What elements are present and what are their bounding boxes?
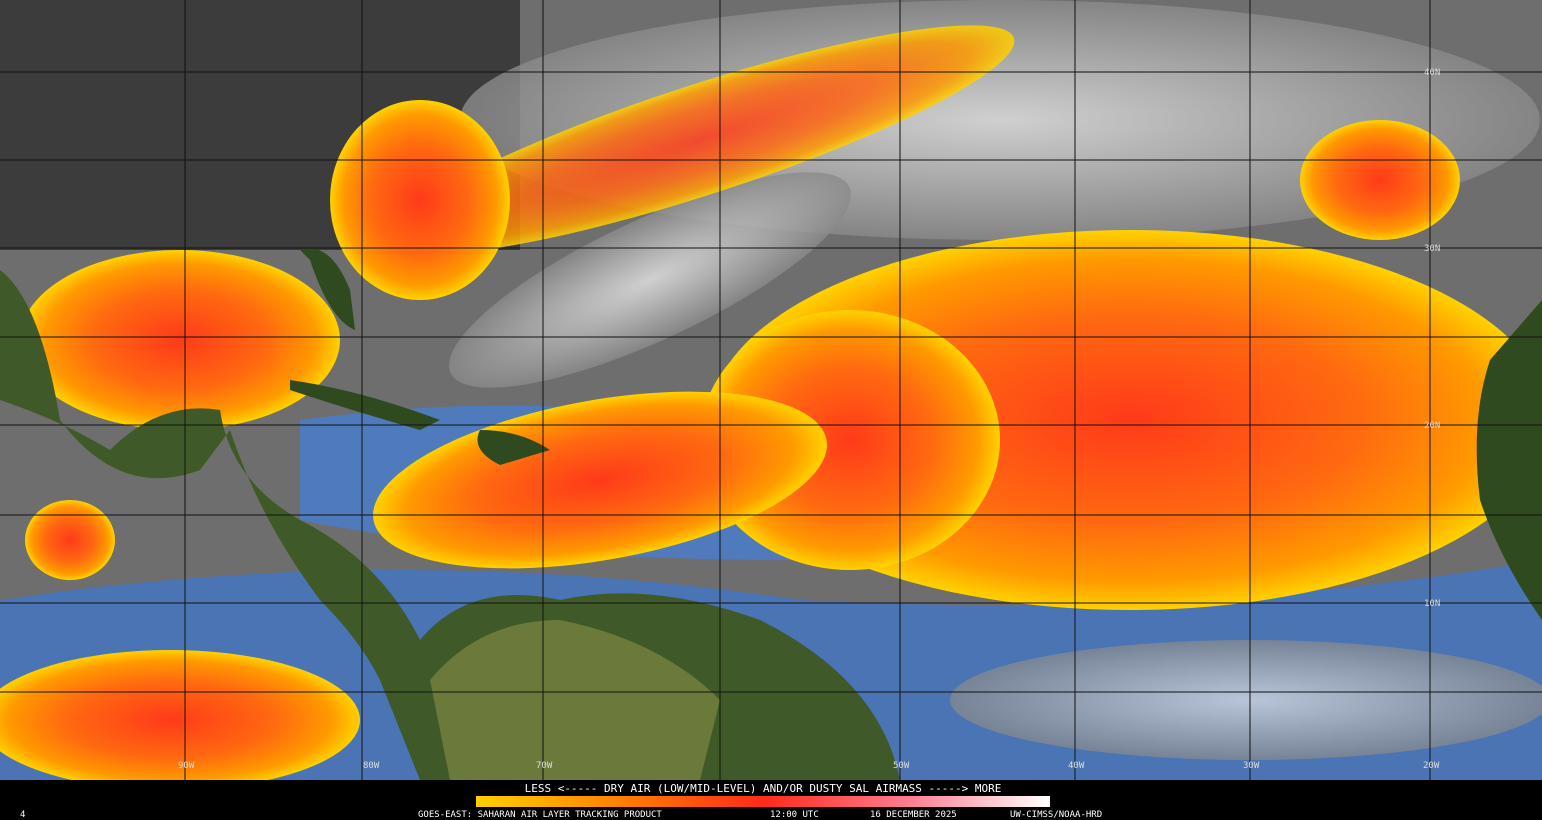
footer-date: 16 DECEMBER 2025: [870, 810, 957, 820]
lat-labels: 40N 30N 20N 10N: [1424, 68, 1440, 609]
lat-label: 30N: [1424, 244, 1440, 254]
imagery: [0, 0, 1542, 790]
lon-labels: 90W 80W 70W 50W 40W 30W 20W: [178, 761, 1440, 771]
lon-label: 70W: [536, 761, 553, 771]
lon-label: 90W: [178, 761, 195, 771]
lon-label: 30W: [1243, 761, 1260, 771]
footer-credit: UW-CIMSS/NOAA-HRD: [1010, 810, 1102, 820]
lon-label: 40W: [1068, 761, 1085, 771]
footer-product: GOES-EAST: SAHARAN AIR LAYER TRACKING PR…: [418, 810, 662, 820]
colorbar: [476, 796, 1050, 807]
graticule: [0, 0, 1542, 780]
lon-label: 50W: [893, 761, 910, 771]
lat-label: 40N: [1424, 68, 1440, 78]
frame-number: 4: [20, 810, 25, 820]
footer-time: 12:00 UTC: [770, 810, 819, 820]
lon-label: 80W: [363, 761, 380, 771]
colorbar-caption: LESS <----- DRY AIR (LOW/MID-LEVEL) AND/…: [525, 782, 1002, 795]
lat-label: 10N: [1424, 599, 1440, 609]
lon-label: 20W: [1423, 761, 1440, 771]
lat-label: 20N: [1424, 421, 1440, 431]
